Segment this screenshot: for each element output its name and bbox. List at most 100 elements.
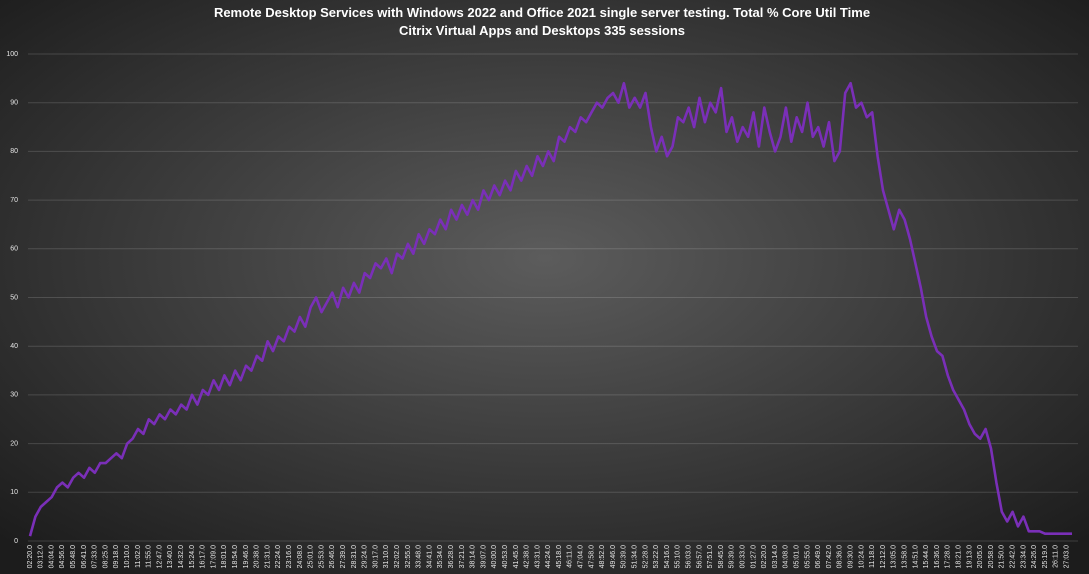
x-tick-label: 39:07.0 (480, 545, 487, 568)
x-tick-label: 46:11.0 (567, 545, 574, 568)
x-tick-label: 49:46.0 (610, 545, 617, 568)
y-tick-label: 0 (14, 538, 18, 545)
x-tick-label: 57:51.0 (707, 545, 714, 568)
x-tick-label: 08:25.0 (102, 545, 109, 568)
x-tick-label: 48:52.0 (599, 545, 606, 568)
x-tick-label: 15:24.0 (189, 545, 196, 568)
x-tick-label: 13:05.0 (891, 545, 898, 568)
x-tick-label: 08:36.0 (837, 545, 844, 568)
x-tick-label: 03:12.0 (38, 545, 45, 568)
x-tick-label: 05:01.0 (793, 545, 800, 568)
x-tick-label: 56:03.0 (686, 545, 693, 568)
x-tick-label: 47:04.0 (578, 545, 585, 568)
x-tick-label: 43:31.0 (534, 545, 541, 568)
x-tick-label: 29:24.0 (362, 545, 369, 568)
x-tick-label: 51:34.0 (632, 545, 639, 568)
x-tick-label: 52:28.0 (642, 545, 649, 568)
y-tick-label: 50 (10, 294, 18, 301)
x-tick-label: 25:01.0 (308, 545, 315, 568)
x-tick-label: 03:14.0 (772, 545, 779, 568)
data-line (28, 81, 1072, 537)
x-tick-label: 10:10.0 (124, 545, 131, 568)
x-tick-label: 07:42.0 (826, 545, 833, 568)
chart-title: Remote Desktop Services with Windows 202… (214, 5, 870, 20)
x-tick-label: 26:11.0 (1053, 545, 1060, 568)
x-tick-label: 53:22.0 (653, 545, 660, 568)
x-tick-label: 50:39.0 (621, 545, 628, 568)
x-tick-label: 04:08.0 (783, 545, 790, 568)
x-tick-label: 20:05.0 (977, 545, 984, 568)
x-tick-label: 37:21.0 (459, 545, 466, 568)
x-tick-label: 36:28.0 (448, 545, 455, 568)
x-tick-label: 15:44.0 (923, 545, 930, 568)
x-tick-label: 47:58.0 (588, 545, 595, 568)
x-tick-label: 21:50.0 (999, 545, 1006, 568)
x-tick-label: 40:00.0 (491, 545, 498, 568)
x-tick-label: 20:38.0 (254, 545, 261, 568)
y-tick-label: 70 (10, 197, 18, 204)
x-tick-label: 34:41.0 (426, 545, 433, 568)
x-tick-label: 18:01.0 (221, 545, 228, 568)
x-tick-label: 24:26.0 (1031, 545, 1038, 568)
x-tick-label: 06:49.0 (815, 545, 822, 568)
x-tick-label: 09:30.0 (847, 545, 854, 568)
x-tick-label: 32:55.0 (405, 545, 412, 568)
x-tick-label: 27:03.0 (1063, 545, 1070, 568)
x-tick-label: 58:45.0 (718, 545, 725, 568)
x-tick-label: 04:04.0 (48, 545, 55, 568)
x-tick-label: 27:39.0 (340, 545, 347, 568)
x-tick-label: 19:13.0 (966, 545, 973, 568)
x-tick-label: 18:54.0 (232, 545, 239, 568)
x-tick-label: 25:53.0 (318, 545, 325, 568)
y-tick-label: 40 (10, 343, 18, 350)
x-tick-label: 16:36.0 (934, 545, 941, 568)
x-tick-label: 01:27.0 (750, 545, 757, 568)
x-tick-label: 19:46.0 (243, 545, 250, 568)
x-tick-label: 21:31.0 (264, 545, 271, 568)
x-tick-label: 17:09.0 (210, 545, 217, 568)
x-tick-label: 54:16.0 (664, 545, 671, 568)
y-tick-label: 10 (10, 489, 18, 496)
x-tick-label: 13:58.0 (901, 545, 908, 568)
x-tick-label: 11:55.0 (146, 545, 153, 568)
x-tick-label: 38:14.0 (470, 545, 477, 568)
x-tick-label: 04:56.0 (59, 545, 66, 568)
x-tick-label: 32:02.0 (394, 545, 401, 568)
chart-subtitle: Citrix Virtual Apps and Desktops 335 ses… (399, 23, 685, 38)
x-tick-label: 42:38.0 (524, 545, 531, 568)
x-tick-label: 11:02.0 (135, 545, 142, 568)
x-tick-label: 25:19.0 (1042, 545, 1049, 568)
x-tick-label: 33:48.0 (416, 545, 423, 568)
x-tick-label: 09:18.0 (113, 545, 120, 568)
x-tick-label: 24:08.0 (297, 545, 304, 568)
y-tick-label: 80 (10, 148, 18, 155)
x-tick-label: 14:32.0 (178, 545, 185, 568)
x-tick-label: 22:24.0 (275, 545, 282, 568)
x-tick-label: 06:41.0 (81, 545, 88, 568)
x-tick-label: 28:31.0 (351, 545, 358, 568)
x-tick-label: 41:45.0 (513, 545, 520, 568)
x-tick-label: 44:24.0 (545, 545, 552, 568)
x-tick-label: 45:18.0 (556, 545, 563, 568)
x-tick-label: 22:42.0 (1009, 545, 1016, 568)
x-tick-label: 56:57.0 (696, 545, 703, 568)
x-tick-label: 05:48.0 (70, 545, 77, 568)
x-tick-label: 59:39.0 (729, 545, 736, 568)
x-tick-label: 07:33.0 (92, 545, 99, 568)
x-tick-label: 26:46.0 (329, 545, 336, 568)
x-tick-label: 14:51.0 (912, 545, 919, 568)
y-tick-label: 60 (10, 246, 18, 253)
x-tick-label: 55:10.0 (675, 545, 682, 568)
x-tick-label: 05:55.0 (804, 545, 811, 568)
x-tick-label: 40:53.0 (502, 545, 509, 568)
x-tick-label: 20:58.0 (988, 545, 995, 568)
x-tick-label: 11:18.0 (869, 545, 876, 568)
x-tick-label: 10:24.0 (858, 545, 865, 568)
x-tick-label: 35:34.0 (437, 545, 444, 568)
x-tick-label: 12:12.0 (880, 545, 887, 568)
x-tick-label: 13:40.0 (167, 545, 174, 568)
x-tick-label: 30:17.0 (372, 545, 379, 568)
x-tick-label: 02:20.0 (761, 545, 768, 568)
